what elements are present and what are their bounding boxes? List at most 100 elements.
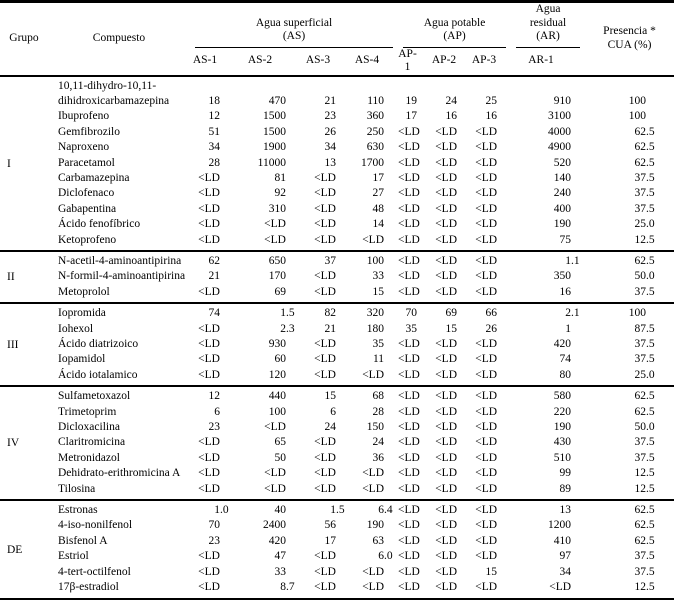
value-cell: 6.0: [378, 550, 393, 563]
compound-name: Iopamidol: [58, 353, 106, 366]
value-cell: <LD: [398, 141, 420, 154]
compound-name: Ácido diatrizoico: [58, 338, 139, 350]
value-cell: 13: [324, 156, 337, 169]
value-cell: <LD: [398, 405, 420, 418]
value-cell: 320: [366, 307, 385, 320]
value-cell: 60: [274, 353, 287, 366]
value-cell: <LD: [475, 156, 498, 169]
value-cell: 17: [372, 171, 385, 184]
value-cell: <LD: [398, 451, 420, 464]
value-cell: <LD: [314, 187, 336, 200]
compound-group-I: I 10,11-dihydro-10,11-dihidroxicarbamazep…: [0, 75, 674, 251]
value-cell: <LD: [398, 550, 420, 563]
value-cell: <LD: [435, 202, 458, 215]
compound-name: Paracetamol: [58, 156, 115, 169]
value-cell: <LD: [475, 218, 498, 231]
value-cell: <LD: [475, 390, 498, 403]
value-cell: 190: [553, 218, 572, 231]
value-cell: <LD: [475, 482, 498, 495]
value-cell: 16: [445, 110, 458, 123]
compound-name: Naproxeno: [58, 141, 110, 154]
value-cell: <LD: [475, 285, 498, 298]
group-label: III: [7, 339, 19, 351]
value-cell: 87.5: [634, 322, 655, 335]
value-cell: <LD: [362, 482, 385, 495]
value-cell: <LD: [475, 405, 498, 418]
value-cell: 100: [628, 307, 647, 320]
spanner-agua-residual: Agua residual (AR): [511, 2, 585, 48]
value-cell: 100: [628, 110, 647, 123]
value-cell: 12.5: [634, 482, 655, 495]
value-cell: 1.5: [280, 307, 295, 320]
value-cell: <LD: [198, 451, 220, 464]
table-row: Ácido iotalamico <LD 120 <LD <LD <LD <LD <LD 80 2…: [0, 368, 674, 386]
value-cell: 580: [553, 390, 572, 403]
value-cell: <LD: [198, 353, 220, 366]
value-cell: <LD: [198, 233, 220, 246]
compound-group-III: III Iopromida 74 1.5 82 320 70 69 66 2.1 100 Iohexo…: [0, 303, 674, 386]
value-cell: <LD: [264, 467, 286, 480]
col-header-as2: AS-2: [247, 54, 273, 67]
value-cell: 6: [214, 405, 220, 418]
value-cell: <LD: [475, 519, 498, 532]
value-cell: <LD: [398, 482, 420, 495]
value-cell: <LD: [314, 233, 336, 246]
value-cell: <LD: [398, 390, 420, 403]
table-row: Metoprolol <LD 69 <LD 15 <LD <LD <LD 16 37.5: [0, 285, 674, 303]
compound-name: Metronidazol: [58, 451, 120, 464]
table-row: Dicloxacilina 23 <LD 24 150 <LD <LD <LD 190 50.0: [0, 420, 674, 435]
compound-name: Tilosina: [58, 482, 96, 495]
value-cell: 62.5: [634, 504, 655, 517]
table-row: Bisfenol A 23 420 17 63 <LD <LD <LD 410 62.5: [0, 534, 674, 549]
value-cell: <LD: [314, 285, 336, 298]
value-cell: <LD: [475, 451, 498, 464]
value-cell: <LD: [435, 141, 458, 154]
value-cell: 100: [366, 254, 385, 267]
value-cell: <LD: [264, 421, 286, 434]
value-cell: 50: [274, 451, 287, 464]
compound-name: Gabapentina: [58, 202, 117, 215]
value-cell: 37.5: [634, 451, 655, 464]
value-cell: <LD: [435, 171, 458, 184]
value-cell: 15: [485, 565, 498, 578]
value-cell: 51: [208, 125, 221, 138]
value-cell: <LD: [398, 187, 420, 200]
value-cell: 100: [628, 94, 647, 107]
value-cell: <LD: [435, 550, 458, 563]
value-cell: 21: [208, 270, 221, 283]
value-cell: <LD: [398, 171, 420, 184]
value-cell: 930: [268, 338, 286, 350]
value-cell: 3100: [548, 110, 572, 123]
col-header-compuesto: Compuesto: [92, 32, 146, 44]
value-cell: 170: [268, 270, 286, 283]
compound-name: Estronas: [58, 504, 98, 517]
table-row: DE Estronas 1.0 40 1.5 6.4 <LD <LD <LD 13 62.5: [0, 500, 674, 556]
value-cell: 37.5: [634, 353, 655, 366]
value-cell: <LD: [435, 156, 458, 169]
value-cell: 66: [485, 307, 498, 320]
group-label: IV: [7, 437, 20, 450]
value-cell: 62.5: [634, 534, 655, 547]
compound-name: N-acetil-4-aminoantipirina: [58, 254, 182, 267]
value-cell: 190: [366, 519, 385, 532]
compound-name: 4-tert-octilfenol: [58, 565, 131, 578]
value-cell: <LD: [362, 467, 385, 480]
spanner-sub: (AS): [282, 30, 306, 42]
value-cell: 310: [268, 202, 286, 215]
value-cell: 15: [372, 285, 385, 298]
compound-name: Sulfametoxazol: [58, 390, 131, 403]
value-cell: 33: [372, 270, 385, 283]
value-cell: 11000: [257, 156, 286, 169]
group-label: II: [7, 271, 15, 284]
value-cell: 37.5: [634, 171, 655, 184]
value-cell: 360: [366, 110, 385, 123]
value-cell: <LD: [435, 233, 458, 246]
col-header-grupo: Grupo: [9, 32, 39, 44]
value-cell: <LD: [435, 482, 458, 495]
value-cell: 33: [274, 565, 287, 578]
value-cell: <LD: [198, 202, 220, 215]
presencia-line2: CUA (%): [607, 38, 652, 51]
value-cell: 35: [405, 322, 418, 335]
value-cell: 23: [208, 534, 221, 547]
value-cell: <LD: [435, 368, 458, 381]
